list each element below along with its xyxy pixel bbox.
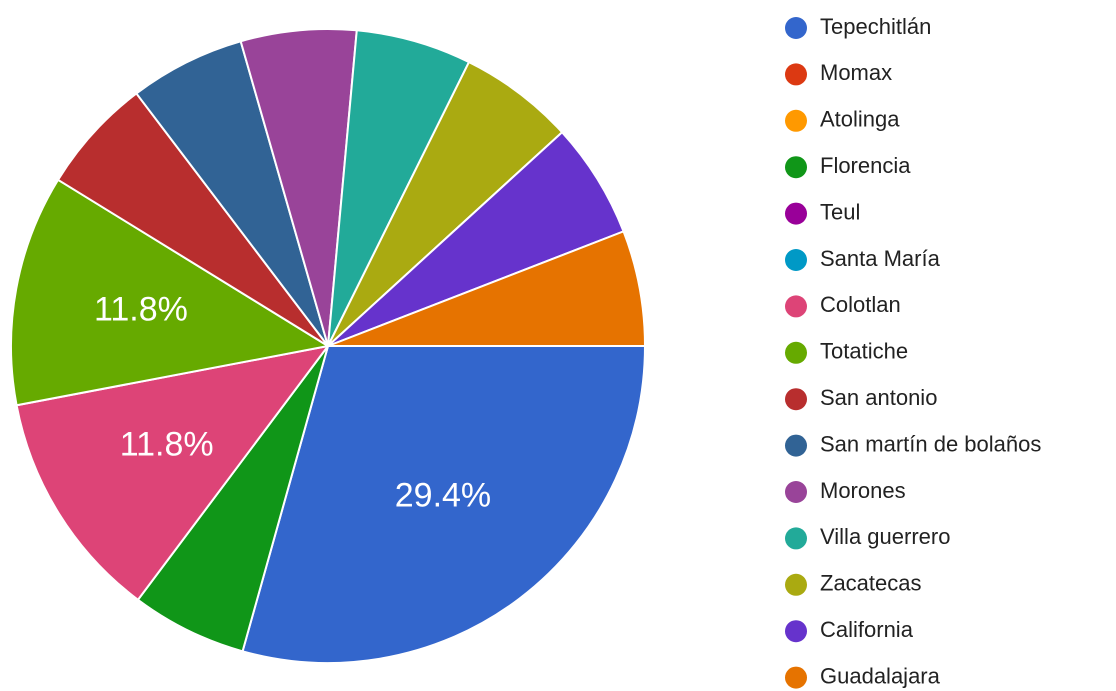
- legend-marker: [785, 434, 807, 457]
- legend-marker: [785, 109, 807, 132]
- legend-marker: [785, 573, 807, 596]
- legend-label: Florencia: [820, 153, 911, 178]
- legend-label: Colotlan: [820, 292, 901, 317]
- legend-label: Guadalajara: [820, 663, 941, 688]
- slice-label: 11.8%: [94, 291, 188, 329]
- legend-marker: [785, 527, 807, 550]
- legend-marker: [785, 249, 807, 271]
- legend-label: Teul: [820, 199, 860, 224]
- legend-label: Atolinga: [820, 107, 900, 132]
- legend-label: Morones: [820, 478, 906, 503]
- legend-marker: [785, 295, 807, 318]
- legend-label: San martín de bolaños: [820, 431, 1041, 456]
- legend-marker: [785, 388, 807, 411]
- slice-label: 29.4%: [395, 477, 491, 515]
- pie-slice: [15, 344, 331, 602]
- legend-label: San antonio: [820, 385, 937, 410]
- legend-marker: [785, 63, 807, 86]
- legend-marker: [785, 666, 807, 689]
- legend-marker: [785, 156, 807, 179]
- pie-slice: [10, 178, 331, 407]
- legend-marker: [785, 620, 807, 643]
- legend-label: Momax: [820, 60, 892, 85]
- legend-marker: [785, 341, 807, 364]
- slice-label: 11.8%: [120, 426, 214, 464]
- legend-marker: [785, 481, 807, 503]
- legend-label: California: [820, 617, 914, 642]
- pie-slice: [327, 230, 647, 347]
- legend-marker: [785, 202, 807, 225]
- legend-label: Villa guerrero: [820, 524, 950, 549]
- legend-label: Zacatecas: [820, 571, 922, 596]
- legend-marker: [785, 17, 807, 39]
- legend-label: Tepechitlán: [820, 14, 931, 39]
- legend-label: Santa María: [820, 246, 941, 271]
- pie-slice: [241, 345, 647, 664]
- legend-label: Totatiche: [820, 339, 908, 364]
